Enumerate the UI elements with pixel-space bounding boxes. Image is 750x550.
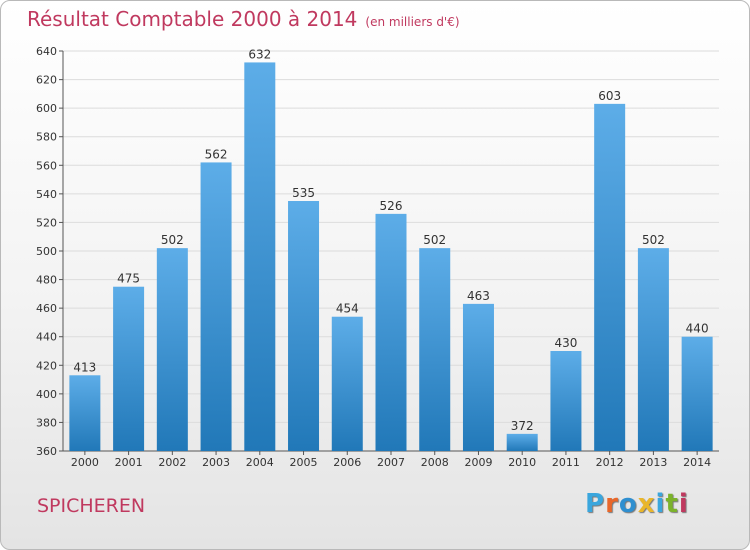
bar-2002 [156,248,188,451]
logo-letter: P [585,489,606,519]
bar-2010 [506,433,538,451]
chart-subtitle: (en milliers d'€) [365,15,460,29]
data-label: 440 [686,322,709,336]
bar-2005 [288,201,320,451]
x-tick-label: 2010 [508,456,536,469]
chart-title-text: Résultat Comptable 2000 à 2014 [27,7,358,31]
logo-letter: t [665,489,679,519]
logo-letter: x [637,489,656,519]
x-tick-label: 2003 [202,456,230,469]
y-tick-label: 600 [36,102,57,115]
data-label: 413 [73,360,96,374]
data-label: 454 [336,302,359,316]
bar-2006 [331,316,363,451]
bar-2000 [69,375,101,451]
bar-2011 [550,351,582,451]
proxiti-logo: Proxiti [585,489,689,519]
x-tick-label: 2008 [421,456,449,469]
y-tick-label: 500 [36,245,57,258]
y-tick-label: 520 [36,216,57,229]
x-tick-label: 2012 [596,456,624,469]
data-label: 502 [642,233,665,247]
x-tick-label: 2000 [71,456,99,469]
y-tick-label: 420 [36,359,57,372]
x-tick-label: 2014 [683,456,711,469]
y-tick-label: 380 [36,416,57,429]
bars [69,62,713,452]
data-label: 463 [467,289,490,303]
data-label: 535 [292,186,315,200]
logo-letter: i [678,489,689,519]
logo-letter: r [605,489,619,519]
chart-title: Résultat Comptable 2000 à 2014 (en millie… [27,7,460,31]
x-tick-label: 2009 [464,456,492,469]
x-tick-label: 2011 [552,456,580,469]
y-tick-label: 560 [36,159,57,172]
x-tick-label: 2002 [158,456,186,469]
data-label: 502 [423,233,446,247]
y-tick-label: 620 [36,74,57,87]
data-label: 430 [554,336,577,350]
data-label: 526 [380,199,403,213]
bar-2003 [200,162,232,451]
bar-2013 [637,248,669,451]
y-tick-label: 400 [36,388,57,401]
commune-name: SPICHEREN [37,495,146,517]
data-label: 603 [598,89,621,103]
data-label: 502 [161,233,184,247]
y-tick-label: 640 [36,45,57,58]
bar-2014 [681,336,713,451]
data-label: 372 [511,419,534,433]
y-tick-label: 440 [36,331,57,344]
bar-2012 [594,103,626,451]
bar-2004 [244,62,276,452]
x-tick-label: 2007 [377,456,405,469]
bar-2009 [462,303,494,451]
x-tick-label: 2001 [115,456,143,469]
logo-letter: i [655,489,666,519]
y-tick-label: 580 [36,131,57,144]
y-tick-label: 540 [36,188,57,201]
data-label: 475 [117,272,140,286]
bar-2008 [419,248,451,451]
x-tick-label: 2006 [333,456,361,469]
data-label: 632 [248,47,271,61]
x-tick-label: 2013 [639,456,667,469]
x-tick-label: 2005 [290,456,318,469]
bar-2007 [375,213,407,451]
data-label: 562 [205,147,228,161]
bar-2001 [113,286,145,451]
y-tick-label: 480 [36,274,57,287]
y-tick-label: 360 [36,445,57,458]
logo-letter: o [618,489,638,519]
data-labels: 413 475 502 562 632 535 454 526 502 463 372 430 603 5… [73,47,708,432]
y-tick-label: 460 [36,302,57,315]
x-tick-label: 2004 [246,456,274,469]
